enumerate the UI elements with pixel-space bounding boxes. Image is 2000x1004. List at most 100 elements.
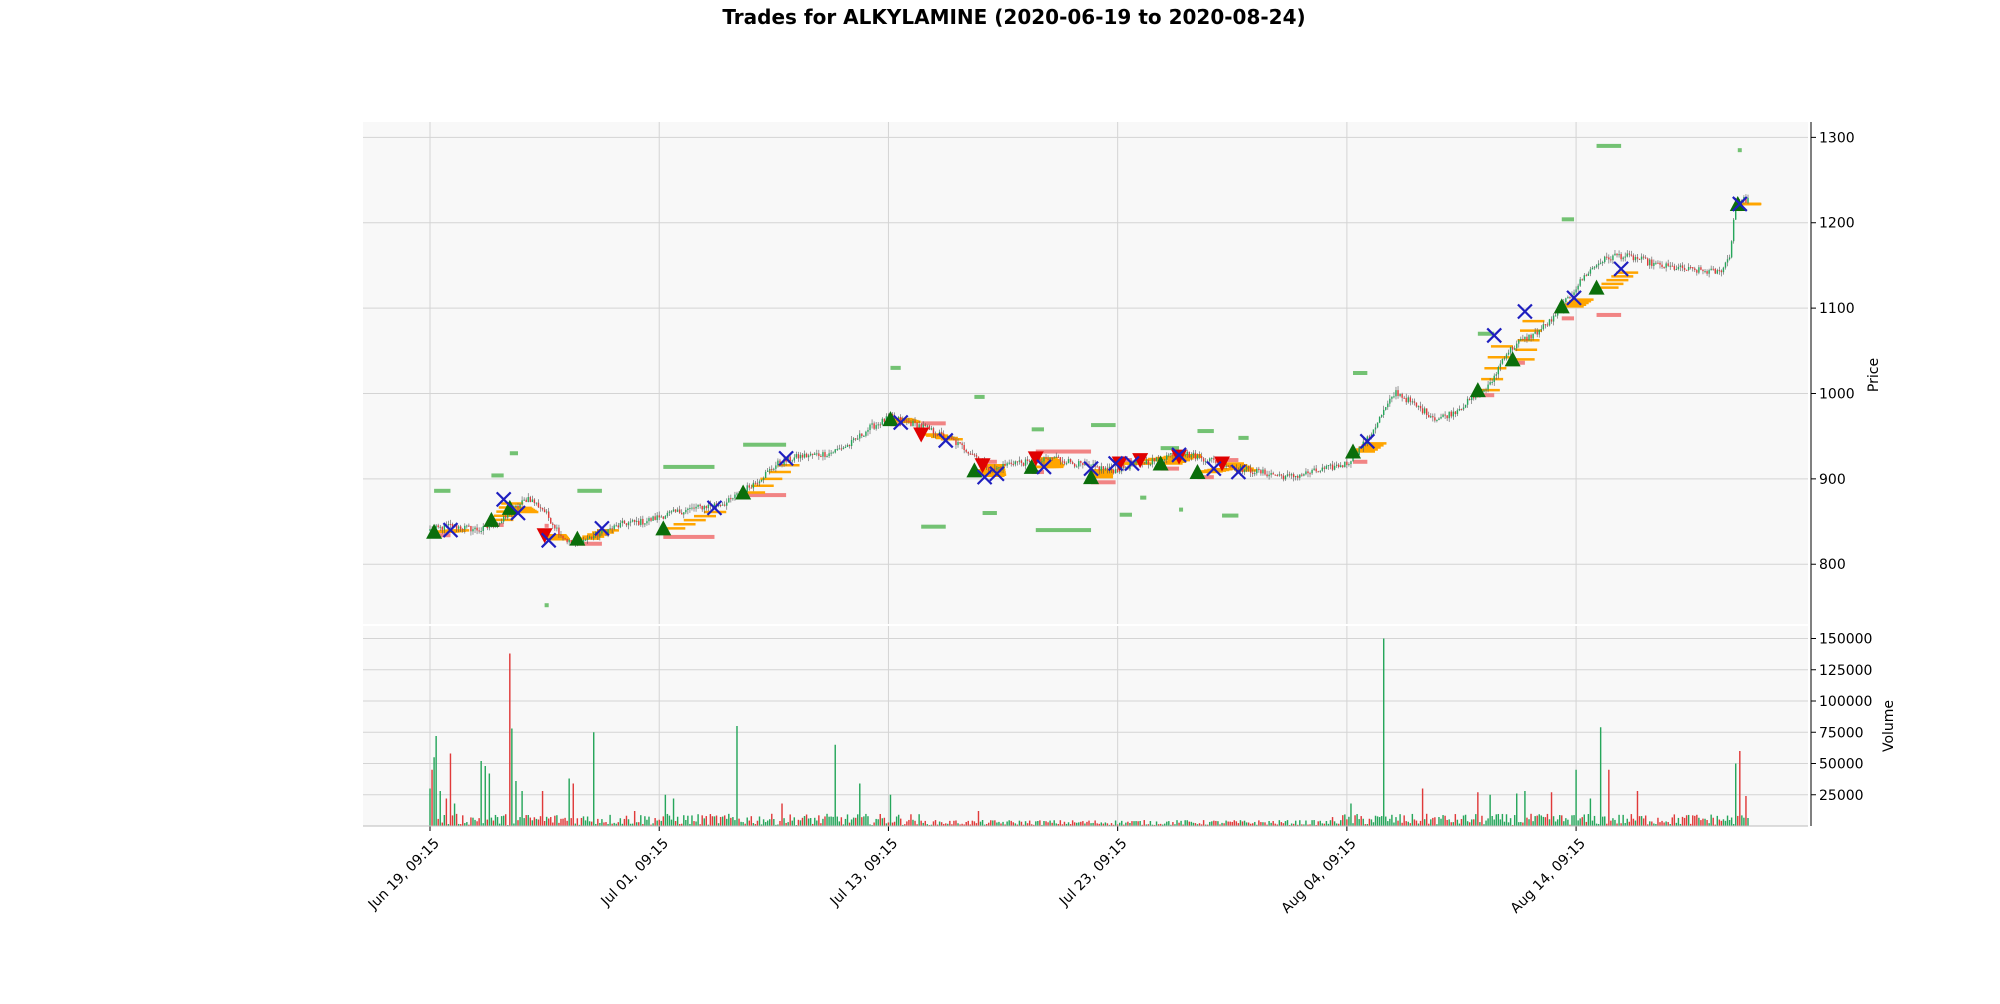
candle-body	[480, 530, 482, 532]
candle-body	[1256, 468, 1258, 474]
volume-bar	[545, 816, 548, 826]
candle-body	[1172, 453, 1174, 457]
volume-bar	[1708, 823, 1710, 826]
volume-bar	[1186, 820, 1188, 826]
candle-body	[1346, 461, 1348, 466]
volume-bar	[1692, 815, 1694, 826]
volume-bar	[910, 814, 912, 826]
volume-bar	[1374, 815, 1377, 826]
candle-body	[775, 465, 777, 469]
volume-bar	[1618, 814, 1620, 826]
volume-bar	[1237, 823, 1240, 826]
volume-bar	[1454, 814, 1457, 826]
candle-body	[713, 503, 716, 507]
volume-bar	[854, 817, 857, 826]
take-profit-level	[1179, 507, 1184, 512]
candle-body	[1636, 257, 1639, 259]
volume-bar	[1485, 820, 1487, 826]
candle-body	[1262, 469, 1264, 474]
candle-body	[1192, 452, 1195, 456]
candle-body	[660, 516, 662, 518]
volume-bar	[1139, 820, 1141, 826]
volume-bar	[1526, 817, 1528, 826]
volume-bar	[916, 824, 918, 826]
candle-body	[507, 513, 509, 518]
volume-bar	[1638, 816, 1641, 826]
candle-body	[670, 511, 673, 513]
volume-bar	[1346, 819, 1348, 826]
volume-bar	[1288, 824, 1291, 826]
candle-body	[529, 497, 531, 503]
volume-bar	[1321, 823, 1324, 826]
volume-bar	[1505, 814, 1508, 826]
candle-body	[1325, 465, 1328, 469]
stop-loss-level	[544, 523, 549, 528]
candle-body	[560, 534, 562, 536]
volume-bar	[1540, 815, 1543, 826]
candle-body	[1493, 375, 1495, 382]
volume-bar	[865, 813, 867, 826]
volume-bar	[1178, 822, 1180, 826]
volume-bar	[1125, 822, 1127, 826]
volume-bar	[1118, 822, 1121, 826]
volume-bar	[1571, 815, 1573, 826]
candle-body	[1018, 460, 1021, 462]
candle-body	[1311, 469, 1313, 474]
volume-bar	[1493, 819, 1495, 826]
volume-bar	[1534, 816, 1536, 826]
exit-marker	[495, 491, 512, 508]
volume-bar	[1593, 815, 1596, 826]
exit-marker	[1036, 459, 1052, 475]
take-profit-level	[491, 473, 504, 478]
candle-body	[472, 529, 474, 532]
candle-body	[1376, 422, 1379, 428]
candle-body	[1567, 296, 1569, 299]
volume-bar	[1642, 818, 1645, 826]
candle-body	[1417, 405, 1420, 407]
volume-bar	[875, 818, 877, 826]
volume-bar	[537, 819, 540, 826]
volume-bar	[570, 818, 572, 826]
candle-body	[1647, 258, 1649, 266]
candle-body	[920, 424, 922, 428]
volume-bar	[1063, 821, 1066, 826]
candle-body	[1321, 467, 1324, 471]
candle-body	[1620, 254, 1622, 260]
candle-body	[457, 526, 460, 529]
candle-body	[1528, 334, 1530, 341]
candle-body	[1720, 270, 1723, 273]
volume-bar	[1362, 818, 1364, 826]
candle-body	[1495, 374, 1497, 376]
candle-body	[550, 517, 552, 524]
volume-bar	[1192, 822, 1195, 826]
volume-bar	[1073, 822, 1076, 826]
volume-bar	[957, 823, 959, 826]
candle-body	[474, 527, 476, 530]
volume-bar	[1350, 803, 1352, 826]
volume-bar	[1039, 820, 1041, 826]
candle-body	[695, 506, 697, 509]
candle-body	[1358, 447, 1360, 455]
candle-body	[699, 504, 701, 506]
volume-bar	[883, 817, 886, 826]
candle-body	[1460, 409, 1463, 411]
volume-bar	[1061, 824, 1064, 826]
volume-tick-label: 100000	[1819, 694, 1872, 710]
candle-body	[678, 509, 681, 513]
candle-body	[455, 524, 458, 529]
volume-bar	[773, 819, 775, 826]
volume-bar	[1704, 818, 1706, 826]
volume-bar	[769, 819, 771, 826]
take-profit-level	[1222, 513, 1239, 518]
candle-body	[1628, 253, 1631, 255]
volume-bar	[1331, 817, 1334, 826]
volume-bar	[1640, 816, 1643, 826]
candle-body	[730, 498, 732, 500]
candle-body	[1550, 319, 1553, 322]
volume-bar	[447, 824, 450, 826]
volume-bar	[1501, 813, 1504, 826]
candle-body	[676, 509, 679, 512]
take-profit-level	[743, 442, 787, 447]
volume-bar	[1466, 821, 1469, 826]
